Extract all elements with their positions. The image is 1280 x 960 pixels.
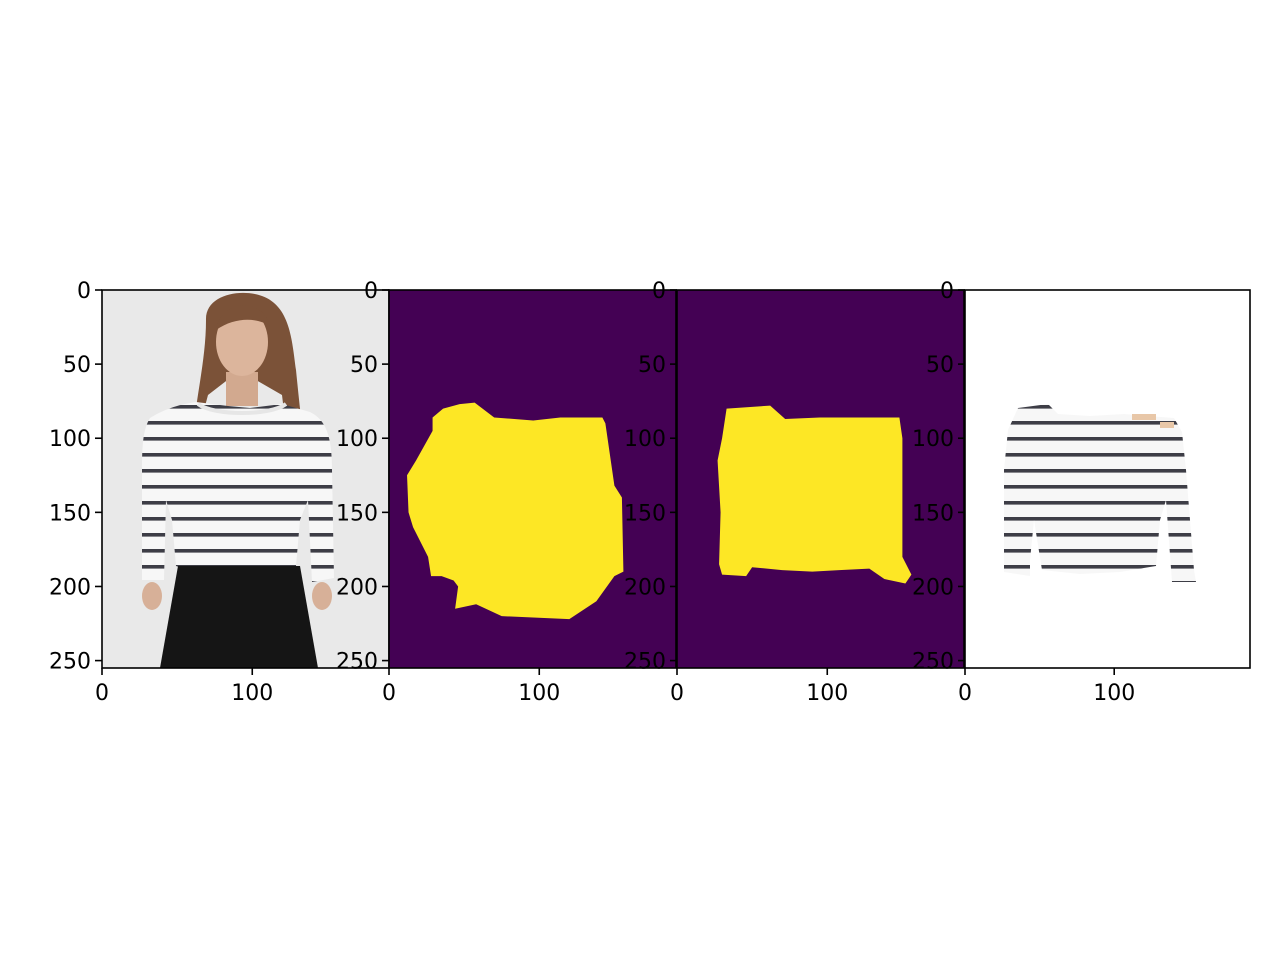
x-tick-label: 0: [958, 681, 972, 706]
mask-panel-2: [676, 289, 965, 669]
y-tick-label: 50: [638, 353, 666, 378]
y-tick-label: 200: [624, 575, 666, 600]
mask-panel-1: [388, 289, 677, 669]
y-tick-label: 150: [336, 501, 378, 526]
y-tick-label: 100: [624, 427, 666, 452]
y-tick-label: 200: [912, 575, 954, 600]
y-tick-label: 50: [63, 353, 91, 378]
y-tick-label: 150: [49, 501, 91, 526]
x-tick-label: 0: [95, 681, 109, 706]
y-tick-label: 0: [77, 279, 91, 304]
mask-region: [407, 402, 624, 620]
y-tick-label: 150: [624, 501, 666, 526]
y-tick-label: 250: [912, 650, 954, 675]
x-tick-label: 0: [670, 681, 684, 706]
y-tick-label: 100: [336, 427, 378, 452]
x-tick-label: 100: [231, 681, 273, 706]
y-tick-label: 0: [652, 279, 666, 304]
y-tick-label: 50: [926, 353, 954, 378]
y-tick-label: 250: [624, 650, 666, 675]
garment-image: [1004, 404, 1196, 582]
photo-panel: [101, 289, 390, 669]
x-tick-label: 100: [806, 681, 848, 706]
x-tick-label: 100: [1093, 681, 1135, 706]
y-tick-label: 250: [49, 650, 91, 675]
garment-panel: [964, 289, 1251, 669]
photo-image: [102, 290, 389, 668]
y-tick-label: 0: [364, 279, 378, 304]
x-tick-label: 100: [518, 681, 560, 706]
y-tick-label: 100: [912, 427, 954, 452]
y-tick-label: 0: [940, 279, 954, 304]
y-tick-label: 150: [912, 501, 954, 526]
mask-region: [717, 405, 912, 584]
x-tick-label: 0: [382, 681, 396, 706]
y-tick-label: 250: [336, 650, 378, 675]
y-tick-label: 200: [336, 575, 378, 600]
y-tick-label: 100: [49, 427, 91, 452]
y-tick-label: 200: [49, 575, 91, 600]
y-tick-label: 50: [350, 353, 378, 378]
